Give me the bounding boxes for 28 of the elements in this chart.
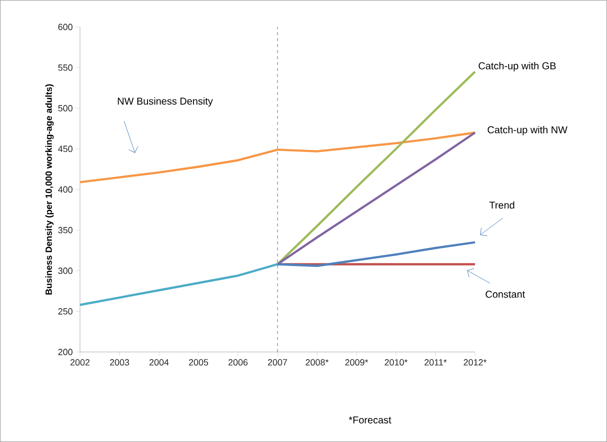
y-tick-label: 350	[58, 226, 72, 234]
annotation: Catch-up with NW	[488, 126, 568, 136]
y-tick-label: 550	[58, 64, 72, 71]
text: *Forecast	[348, 416, 392, 424]
annotation: NW Business Density	[118, 97, 213, 107]
y-tick-label: 600	[58, 24, 72, 30]
x-tick-label: 2002	[70, 359, 90, 366]
y-axis-title: Business Density (per 10,000 working-age adults)	[45, 84, 54, 295]
annotation: Constant	[486, 290, 526, 298]
y-tick-label: 400	[58, 186, 72, 193]
y-tick-label: 250	[58, 308, 72, 315]
y-tick-label: 200	[58, 348, 72, 356]
line-series	[276, 70, 476, 266]
y-tick-label: 450	[58, 146, 72, 152]
y-tick-label: 300	[58, 268, 72, 274]
x-tick-label: 2008*	[306, 359, 329, 366]
x-tick-label: 2003	[110, 359, 130, 366]
annotation: Catch-up with GB	[478, 62, 556, 72]
x-tick-label: 2011*	[424, 359, 447, 366]
y-tick-label: 500	[58, 105, 72, 112]
x-tick-label: 2005	[188, 359, 208, 366]
x-tick-label: 2010*	[384, 359, 408, 366]
x-tick-label: 2012*	[464, 359, 487, 366]
text: Trend	[489, 201, 514, 209]
x-tick-label: 2006	[228, 359, 248, 366]
x-tick-label: 2009*	[345, 359, 368, 366]
x-tick-label: 2007	[268, 359, 288, 366]
x-tick-label: 2004	[149, 359, 169, 366]
